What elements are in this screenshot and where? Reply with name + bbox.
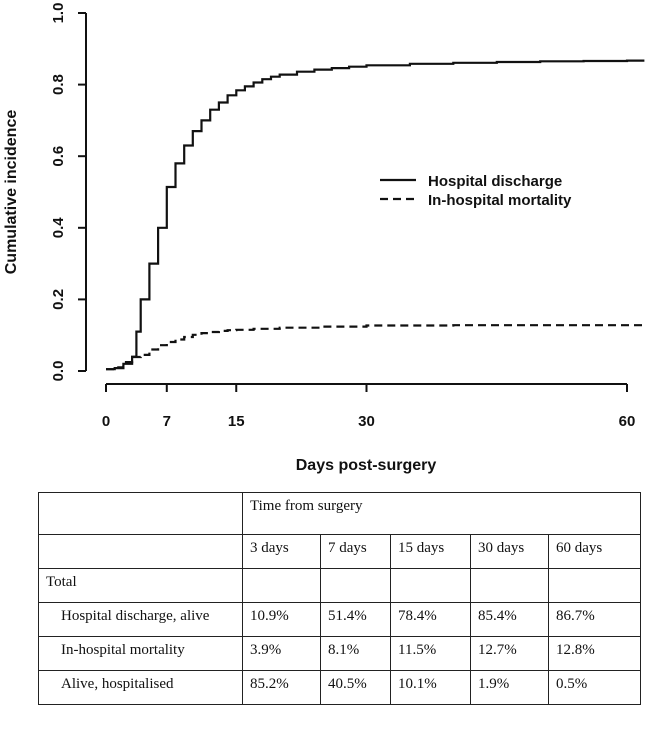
col-header: 60 days (548, 534, 641, 569)
table-corner-cell (38, 492, 243, 535)
x-tick-label: 0 (102, 413, 110, 430)
row-label: In-hospital mortality (38, 636, 243, 671)
x-tick-label: 7 (163, 413, 171, 430)
section-label: Total (38, 568, 243, 603)
table-cell: 1.9% (470, 670, 549, 705)
table-cell: 12.8% (548, 636, 641, 671)
table-cell: 3.9% (242, 636, 321, 671)
table-cell: 11.5% (390, 636, 471, 671)
empty-cell (320, 568, 391, 603)
table-cell: 12.7% (470, 636, 549, 671)
legend: Hospital discharge In-hospital mortality (380, 173, 572, 209)
series-hospital-discharge (106, 59, 645, 371)
table-column-header-row: 3 days 7 days 15 days 30 days 60 days (38, 534, 641, 569)
x-tick-label: 60 (619, 413, 636, 430)
y-axis-label: Cumulative incidence (3, 110, 20, 275)
y-tick-label: 0.0 (50, 361, 67, 382)
table-cell: 51.4% (320, 602, 391, 637)
y-tick-label: 0.4 (50, 217, 67, 239)
table-cell: 86.7% (548, 602, 641, 637)
empty-cell (242, 568, 321, 603)
x-axis-label: Days post-surgery (296, 457, 437, 474)
table-cell: 78.4% (390, 602, 471, 637)
col-header: 7 days (320, 534, 391, 569)
col-header: 15 days (390, 534, 471, 569)
cumulative-incidence-chart: 0.0 0.2 0.4 0.6 0.8 1.0 0 7 15 30 60 Cumulative in… (3, 3, 645, 474)
table-group-header: Time from surgery (242, 492, 641, 535)
table-header-empty (38, 534, 243, 569)
y-tick-label: 1.0 (50, 3, 67, 24)
table-cell: 40.5% (320, 670, 391, 705)
col-header: 3 days (242, 534, 321, 569)
table-group-header-row: Time from surgery (38, 492, 641, 535)
table-cell: 0.5% (548, 670, 641, 705)
series-lines (106, 59, 645, 371)
legend-label-mortality: In-hospital mortality (428, 192, 572, 209)
x-tick-label: 15 (228, 413, 245, 430)
row-label: Alive, hospitalised (38, 670, 243, 705)
table-cell: 85.4% (470, 602, 549, 637)
cumulative-incidence-table: Time from surgery 3 days 7 days 15 days … (38, 492, 641, 705)
empty-cell (470, 568, 549, 603)
table-row: Alive, hospitalised 85.2% 40.5% 10.1% 1.… (38, 670, 641, 705)
legend-label-discharge: Hospital discharge (428, 173, 562, 190)
y-tick-label: 0.8 (50, 74, 67, 95)
table-cell: 85.2% (242, 670, 321, 705)
table-cell: 10.1% (390, 670, 471, 705)
row-label: Hospital discharge, alive (38, 602, 243, 637)
y-tick-label: 0.6 (50, 146, 67, 167)
table-section-row: Total (38, 568, 641, 603)
col-header: 30 days (470, 534, 549, 569)
empty-cell (548, 568, 641, 603)
axes: 0.0 0.2 0.4 0.6 0.8 1.0 0 7 15 30 60 (50, 3, 635, 430)
x-tick-label: 30 (358, 413, 375, 430)
table-cell: 10.9% (242, 602, 321, 637)
series-in-hospital-mortality (106, 324, 645, 371)
table-cell: 8.1% (320, 636, 391, 671)
table-row: Hospital discharge, alive 10.9% 51.4% 78… (38, 602, 641, 637)
empty-cell (390, 568, 471, 603)
table-row: In-hospital mortality 3.9% 8.1% 11.5% 12… (38, 636, 641, 671)
y-tick-label: 0.2 (50, 289, 67, 310)
